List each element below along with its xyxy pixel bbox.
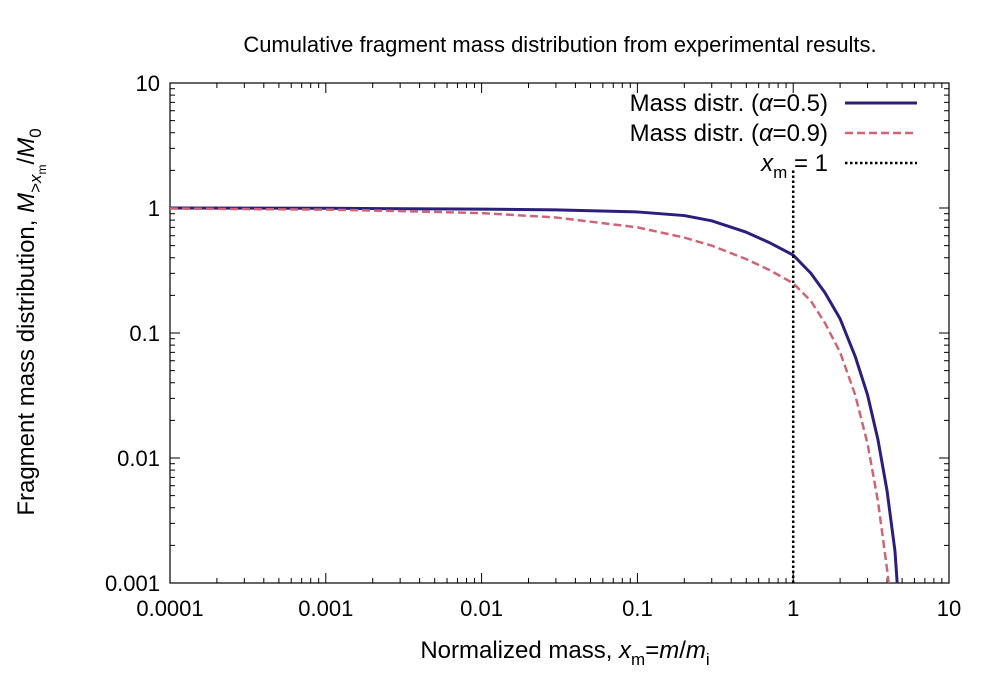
y-axis-label: Fragment mass distribution, M>xm/M0 (13, 128, 49, 515)
x-axis-label-slash: / (679, 637, 686, 664)
x-tick-label: 0.001 (298, 596, 353, 621)
x-tick-label: 1 (787, 596, 799, 621)
x-tick-label: 0.01 (460, 596, 503, 621)
legend-entry-xm-1: xm = 1 (760, 150, 917, 182)
legend-entry-alpha-0-9: Mass distr. (α=0.9) (630, 120, 917, 147)
series-alpha-0-5-line (169, 206, 899, 584)
y-axis-label-denominator: M (13, 138, 40, 158)
x-axis-label-numerator: m (659, 637, 679, 664)
y-tick-label: 0.01 (117, 446, 160, 471)
y-axis-label-prefix: Fragment mass distribution, (13, 213, 40, 516)
chart-title: Cumulative fragment mass distribution fr… (243, 32, 876, 57)
series-alpha-0-9-line (169, 207, 890, 584)
legend: Mass distr. (α=0.5) Mass distr. (α=0.9) xm… (630, 90, 917, 182)
legend-label: Mass distr. (α=0.9) (630, 120, 828, 147)
legend-entry-alpha-0-5: Mass distr. (α=0.5) (630, 90, 917, 117)
y-axis-label-symbol: M (13, 193, 40, 213)
x-axis-label-equals: = (645, 637, 659, 664)
y-tick-label: 10 (136, 71, 160, 96)
y-axis-label-subscript-subscript: m (35, 164, 49, 174)
y-axis-label-subscript-symbol: x (26, 174, 45, 184)
x-tick-label: 10 (937, 596, 961, 621)
legend-label: xm = 1 (760, 150, 828, 182)
x-axis: 0.0001 0.001 0.01 0.1 1 10 (136, 83, 961, 621)
x-axis-label-denominator: m (686, 637, 706, 664)
x-axis-label-symbol: x (618, 637, 632, 664)
legend-label: Mass distr. (α=0.5) (630, 90, 828, 117)
x-axis-label: Normalized mass, xm=m/mi (420, 637, 709, 669)
x-tick-label: 0.1 (622, 596, 653, 621)
y-tick-label: 0.001 (105, 571, 160, 596)
y-axis-label-slash: / (13, 157, 40, 164)
x-axis-label-subscript: m (631, 650, 645, 669)
x-axis-label-prefix: Normalized mass, (420, 637, 619, 664)
y-axis-label-denominator-subscript: 0 (26, 128, 45, 137)
series-layer (169, 170, 899, 584)
y-tick-label: 1 (148, 196, 160, 221)
x-tick-label: 0.0001 (136, 596, 203, 621)
y-axis-label-subscript-gt: > (26, 183, 45, 193)
x-axis-label-denominator-subscript: i (706, 650, 710, 669)
y-tick-label: 0.1 (129, 321, 160, 346)
y-axis: 0.001 0.01 0.1 1 10 (105, 71, 949, 596)
plot-frame (169, 82, 950, 584)
